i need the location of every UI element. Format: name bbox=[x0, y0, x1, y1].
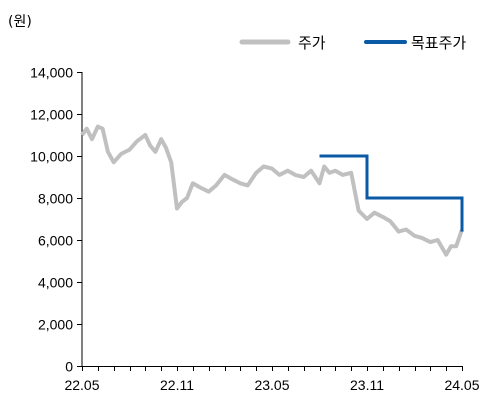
y-axis-unit-label: (원) bbox=[8, 14, 32, 30]
series-layer bbox=[80, 124, 464, 257]
x-tick-label: 24.05 bbox=[444, 377, 479, 393]
unit-label-group: (원) bbox=[8, 14, 32, 30]
x-tick-label: 23.11 bbox=[350, 377, 384, 393]
y-tick-label: 2,000 bbox=[38, 317, 73, 333]
y-tick-label: 0 bbox=[65, 359, 73, 375]
series-line-2 bbox=[319, 154, 464, 232]
legend-label-series-2: 목표주가 bbox=[411, 34, 466, 52]
y-axis: 0 2,000 4,000 6,000 8,000 10,000 12,000 14,000 bbox=[30, 65, 83, 375]
legend: 주가 목표주가 bbox=[239, 34, 466, 52]
y-tick-label: 8,000 bbox=[38, 191, 73, 207]
x-tick-label: 23.05 bbox=[254, 377, 289, 393]
x-tick-label: 22.11 bbox=[160, 377, 194, 393]
x-tick-label: 22.05 bbox=[64, 377, 99, 393]
series-line-1 bbox=[80, 124, 464, 257]
y-tick-label: 10,000 bbox=[30, 149, 73, 165]
y-tick-label: 14,000 bbox=[30, 65, 73, 81]
x-axis: 22.05 22.11 23.05 23.11 24.05 bbox=[64, 366, 480, 393]
y-tick-label: 12,000 bbox=[30, 107, 73, 123]
y-tick-label: 6,000 bbox=[38, 233, 73, 249]
legend-label-series-1: 주가 bbox=[298, 34, 326, 52]
y-tick-label: 4,000 bbox=[38, 275, 73, 291]
